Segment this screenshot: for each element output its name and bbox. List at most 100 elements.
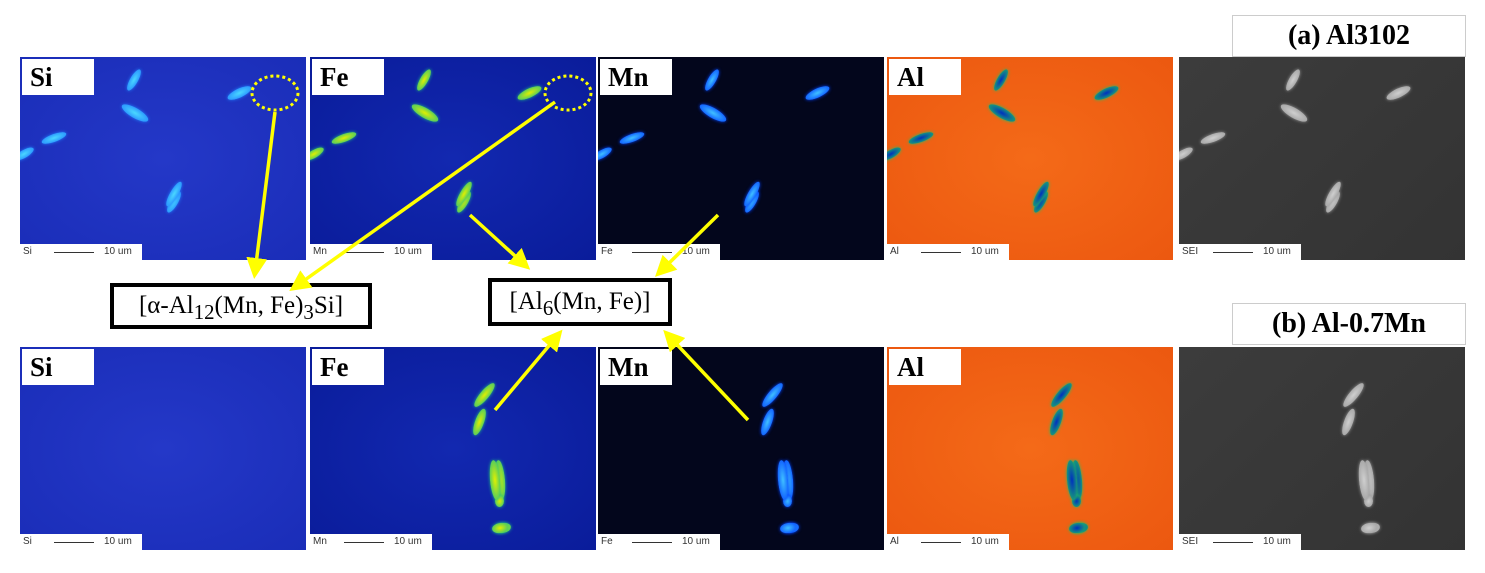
particle [758, 407, 777, 437]
row-b-title: (b) Al-0.7Mn [1232, 303, 1466, 345]
eds-map-a-sei: SEI 10 um [1179, 57, 1465, 260]
element-label: Mn [600, 349, 672, 385]
particle [1339, 407, 1358, 437]
scale-element: SEI [1182, 536, 1199, 547]
scale-bar: Fe 10 um [598, 534, 720, 550]
scale-length: 10 um [971, 246, 999, 257]
eds-map-b-sei: SEI 10 um [1179, 347, 1465, 550]
scale-length: 10 um [394, 536, 422, 547]
phase-text: Si] [313, 292, 344, 319]
eds-map-a-al: Al Al 10 um [887, 57, 1173, 260]
particle [1278, 101, 1310, 125]
particle [515, 83, 544, 103]
scale-length: 10 um [394, 246, 422, 257]
eds-map-a-fe: Fe Mn 10 um [310, 57, 596, 260]
particle [310, 145, 326, 163]
scale-bar: Al 10 um [887, 534, 1009, 550]
particle [470, 407, 489, 437]
eds-map-b-mn: Mn Fe 10 um [598, 347, 884, 550]
scale-element: Fe [601, 246, 613, 257]
particle [986, 101, 1018, 125]
particle [1179, 145, 1195, 163]
phase-sub: 6 [542, 296, 554, 320]
element-label: Mn [600, 59, 672, 95]
particle [1072, 495, 1081, 507]
particle [702, 67, 722, 93]
particle [803, 83, 832, 103]
scale-bar: Si 10 um [20, 534, 142, 550]
particle [414, 67, 434, 93]
scale-bar: SEI 10 um [1179, 534, 1301, 550]
eds-map-a-si: Si Si 10 um [20, 57, 306, 260]
scale-length: 10 um [1263, 246, 1291, 257]
scale-line [54, 252, 94, 253]
scale-element: Fe [601, 536, 613, 547]
particle [1092, 83, 1121, 103]
phase-text: (Mn, Fe) [214, 292, 304, 319]
scale-bar: SEI 10 um [1179, 244, 1301, 260]
scale-line [344, 542, 384, 543]
eds-map-b-al: Al Al 10 um [887, 347, 1173, 550]
scale-element: Al [890, 536, 899, 547]
element-label: Fe [312, 349, 384, 385]
scale-line [1213, 542, 1253, 543]
element-label: Si [22, 59, 94, 95]
phase-text: [α-Al [138, 292, 194, 319]
phase-label-alpha: [α-Al12(Mn, Fe)3Si] [110, 283, 372, 329]
particle [1340, 380, 1367, 410]
particle [495, 495, 504, 507]
scale-bar: Mn 10 um [310, 534, 432, 550]
phase-text: [Al [509, 288, 543, 315]
particle [1048, 380, 1075, 410]
phase-text: (Mn, Fe)] [553, 288, 651, 315]
particle [779, 521, 797, 535]
scale-element: Mn [313, 536, 327, 547]
scale-element: Si [23, 536, 32, 547]
particle [783, 495, 792, 507]
row-a-title: (a) Al3102 [1232, 15, 1466, 57]
particle [1068, 521, 1086, 535]
particle [40, 129, 68, 147]
scale-bar: Mn 10 um [310, 244, 432, 260]
element-label: Fe [312, 59, 384, 95]
scale-line [344, 252, 384, 253]
particle [119, 101, 151, 125]
particle [1360, 521, 1378, 535]
particle [598, 145, 614, 163]
scale-line [632, 542, 672, 543]
particle [124, 67, 144, 93]
scale-length: 10 um [104, 246, 132, 257]
phase-sub: 3 [303, 300, 314, 324]
scale-element: Al [890, 246, 899, 257]
particle [471, 380, 498, 410]
particle [618, 129, 646, 147]
phase-label-al6: [Al6(Mn, Fe)] [488, 278, 672, 326]
scale-length: 10 um [104, 536, 132, 547]
scale-line [921, 252, 961, 253]
element-label: Al [889, 59, 961, 95]
particle [1364, 495, 1373, 507]
element-label: Al [889, 349, 961, 385]
particle [907, 129, 935, 147]
particle [330, 129, 358, 147]
scale-length: 10 um [971, 536, 999, 547]
particle [991, 67, 1011, 93]
scale-length: 10 um [682, 246, 710, 257]
scale-bar: Al 10 um [887, 244, 1009, 260]
particle [1199, 129, 1227, 147]
scale-length: 10 um [1263, 536, 1291, 547]
particle [1047, 407, 1066, 437]
scale-bar: Fe 10 um [598, 244, 720, 260]
particle [697, 101, 729, 125]
eds-map-a-mn: Mn Fe 10 um [598, 57, 884, 260]
particle [1283, 67, 1303, 93]
particle [409, 101, 441, 125]
scale-line [54, 542, 94, 543]
eds-map-b-fe: Fe Mn 10 um [310, 347, 596, 550]
scale-element: Mn [313, 246, 327, 257]
scale-length: 10 um [682, 536, 710, 547]
scale-element: Si [23, 246, 32, 257]
particle [1384, 83, 1413, 103]
eds-map-b-si: Si Si 10 um [20, 347, 306, 550]
